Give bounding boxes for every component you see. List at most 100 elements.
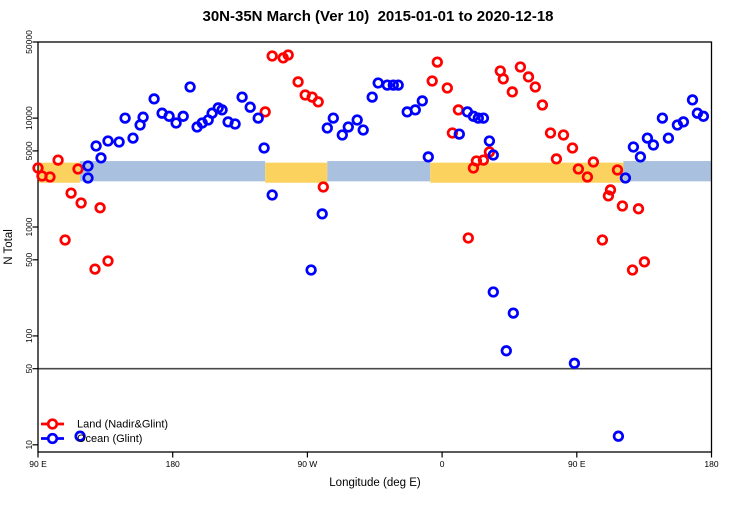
data-point-land (452, 104, 465, 116)
data-point-land (282, 49, 294, 61)
chart-title: 30N-35N March (Ver 10) 2015-01-01 to 202… (202, 8, 553, 25)
y-tick-label: 100 (24, 329, 34, 343)
data-point-ocean (647, 139, 660, 151)
x-tick-label: 180 (166, 459, 180, 469)
data-point-land (266, 50, 278, 62)
data-point-ocean (453, 128, 465, 140)
data-point-land (470, 155, 483, 167)
y-tick-label: 50000 (24, 30, 34, 54)
data-point-ocean (148, 93, 160, 105)
highlight-band (38, 161, 712, 183)
data-point-ocean (483, 135, 496, 147)
data-point-land (89, 263, 101, 275)
data-point-ocean (372, 77, 384, 89)
data-point-ocean (184, 81, 196, 93)
data-point-land (632, 203, 645, 215)
data-point-land (550, 153, 563, 165)
legend-label: Ocean (Glint) (77, 433, 142, 445)
data-point-ocean (216, 104, 228, 116)
data-point-land (44, 171, 56, 183)
data-point-ocean (472, 112, 484, 124)
data-point-land (544, 127, 557, 139)
data-point-land (514, 61, 527, 73)
data-point-land (616, 200, 629, 212)
data-point-land (536, 99, 549, 111)
data-point-ocean (316, 208, 328, 220)
data-point-land (72, 163, 84, 175)
data-point-ocean (568, 357, 581, 369)
data-point-ocean (677, 116, 690, 128)
data-point-ocean (258, 142, 270, 154)
data-point-land (581, 171, 594, 183)
data-point-land (572, 163, 585, 175)
data-point-ocean (697, 110, 710, 122)
data-point-ocean (229, 118, 241, 130)
data-point-land (587, 156, 600, 168)
data-point-ocean (627, 141, 640, 153)
data-point-land (317, 181, 329, 193)
data-point-land (462, 232, 474, 244)
data-point-land (506, 86, 518, 98)
data-point-land (75, 197, 87, 209)
data-point-ocean (170, 117, 182, 129)
data-point-land (441, 82, 453, 94)
data-point-ocean (236, 91, 248, 103)
data-point-ocean (662, 132, 675, 144)
x-tick-label: 0 (440, 459, 445, 469)
band-segment (623, 161, 712, 182)
data-point-land (259, 106, 271, 118)
data-point-ocean (500, 345, 512, 357)
data-point-ocean (381, 79, 393, 91)
data-point-land (566, 142, 579, 154)
data-point-ocean (487, 149, 499, 161)
data-point-ocean (74, 430, 86, 442)
data-point-ocean (327, 112, 339, 124)
band-segment (79, 161, 266, 182)
data-point-ocean (244, 101, 256, 113)
data-point-ocean (342, 121, 354, 133)
data-point-ocean (113, 136, 125, 148)
data-point-land (65, 187, 77, 199)
y-tick-label: 50 (24, 364, 34, 374)
data-point-land (626, 264, 639, 276)
data-point-ocean (392, 79, 404, 91)
data-point-ocean (416, 95, 428, 107)
data-point-ocean (82, 160, 94, 172)
data-point-land (102, 255, 114, 267)
data-point-ocean (634, 151, 647, 163)
x-tick-label: 90 E (568, 459, 586, 469)
data-point-ocean (266, 189, 278, 201)
legend-marker-circle (46, 432, 59, 445)
data-point-land (431, 56, 443, 68)
data-point-land (604, 184, 617, 196)
data-point-land (446, 127, 459, 139)
data-point-ocean (409, 104, 421, 116)
data-point-ocean (351, 114, 363, 126)
data-point-land (426, 75, 438, 87)
data-point-ocean (656, 112, 669, 124)
data-point-ocean (90, 140, 102, 152)
y-tick-label: 10 (24, 440, 34, 450)
legend-marker-circle (46, 418, 59, 430)
band-segment (327, 161, 431, 182)
x-tick-label: 90 E (29, 459, 47, 469)
x-tick-label: 90 W (297, 459, 317, 469)
data-point-ocean (477, 112, 490, 124)
plot-border (37, 41, 713, 453)
y-axis-label: N Total (3, 229, 15, 265)
data-point-land (292, 76, 304, 88)
data-point-land (602, 190, 615, 202)
data-point-land (596, 234, 609, 246)
data-point-land (477, 154, 490, 166)
axes: 90 E 180 90 W 0 90 E 180 50000 10000 5000 1000 500… (24, 30, 719, 469)
data-points (32, 49, 710, 442)
data-point-ocean (102, 135, 114, 147)
x-axis-label: Longitude (deg E) (329, 477, 421, 489)
data-point-ocean (612, 430, 625, 442)
data-point-ocean (366, 91, 378, 103)
legend: Land (Nadir&Glint) Ocean (Glint) (41, 418, 168, 445)
data-point-land (557, 129, 570, 141)
data-point-ocean (252, 112, 264, 124)
